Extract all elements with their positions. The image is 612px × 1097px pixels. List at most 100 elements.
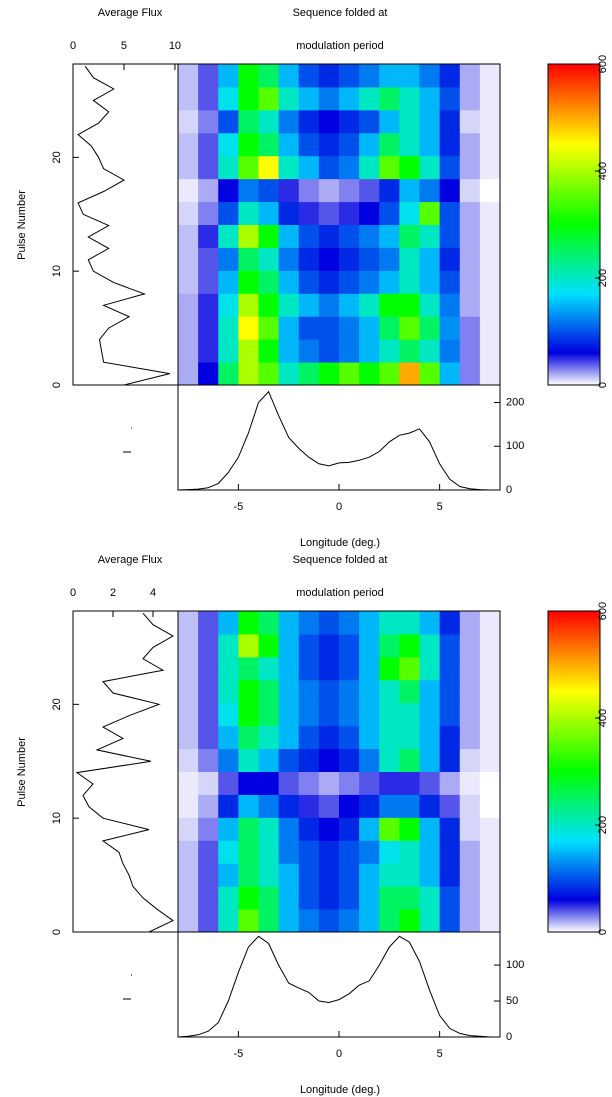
heat-cell: [379, 886, 400, 910]
heat-cell: [399, 817, 420, 841]
heat-cell: [439, 863, 461, 887]
heat-cell: [278, 339, 300, 363]
heat-cell: [439, 155, 461, 180]
x-tick-label: 0: [70, 40, 76, 52]
heat-cell: [198, 247, 219, 271]
heat-cell: [238, 909, 259, 933]
heat-cell: [419, 748, 441, 772]
heat-cell: [318, 247, 340, 271]
heat-cell: [238, 748, 259, 772]
y-axis-label: Pulse Number: [16, 190, 28, 260]
heat-cell: [278, 362, 300, 386]
heat-cell: [359, 679, 380, 704]
heat-cell: [459, 886, 481, 910]
heat-cell: [298, 64, 320, 88]
heat-cell: [359, 132, 380, 157]
axes-frame: [72, 610, 179, 933]
heat-cell: [218, 109, 239, 134]
heat-cell: [479, 633, 501, 658]
heat-cell: [298, 201, 320, 225]
heat-cell: [178, 270, 199, 294]
heat-cell: [419, 679, 441, 704]
heat-cell: [479, 611, 501, 635]
heat-cell: [419, 86, 441, 111]
heat-cell: [439, 817, 461, 841]
heat-cell: [218, 656, 239, 681]
heat-cell: [258, 794, 280, 818]
heat-cell: [298, 840, 320, 864]
heat-cell: [238, 817, 259, 841]
heat-cell: [298, 247, 320, 271]
heat-cell: [399, 109, 420, 134]
heat-cell: [359, 840, 380, 864]
heat-cell: [258, 863, 280, 887]
heat-cell: [459, 201, 481, 225]
heat-cell: [359, 611, 380, 635]
heat-cell: [359, 293, 380, 317]
heat-cell: [218, 339, 239, 363]
heat-cell: [278, 840, 300, 864]
heat-cell: [339, 794, 360, 818]
heat-cell: [258, 64, 280, 88]
heat-cell: [238, 109, 259, 134]
heat-cell: [198, 339, 219, 363]
heat-cell: [258, 679, 280, 704]
heat-cell: [479, 86, 501, 111]
heat-cell: [399, 132, 420, 157]
heat-cell: [318, 748, 340, 772]
heat-cell: [439, 679, 461, 704]
heat-cell: [318, 909, 340, 933]
axes-frame: [177, 63, 501, 386]
heat-cell: [238, 702, 259, 727]
heat-cell: [198, 178, 219, 203]
heat-cell: [178, 656, 199, 681]
heat-cell: [359, 771, 380, 795]
heat-cell: [258, 86, 280, 111]
heat-cell: [198, 817, 219, 841]
y-tick-label: 0: [506, 1031, 512, 1043]
heat-cell: [278, 794, 300, 818]
heat-cell: [459, 656, 481, 681]
heat-cell: [399, 863, 420, 887]
heat-cell: [278, 109, 300, 134]
heat-cell: [198, 155, 219, 180]
heat-cell: [479, 702, 501, 727]
heat-cell: [399, 909, 420, 933]
heat-cell: [258, 840, 280, 864]
heat-cell: [379, 362, 400, 386]
heat-cell: [359, 725, 380, 750]
heat-cell: [278, 224, 300, 248]
heat-cell: [379, 247, 400, 271]
heat-cell: [318, 339, 340, 363]
heat-cell: [339, 362, 360, 386]
heat-cell: [178, 771, 199, 795]
heat-cell: [399, 794, 420, 818]
heat-cell: [399, 702, 420, 727]
heat-cell: [359, 201, 380, 225]
heat-cell: [218, 633, 239, 658]
heat-cell: [419, 817, 441, 841]
heat-cell: [298, 702, 320, 727]
heat-cell: [419, 840, 441, 864]
heat-cell: [419, 702, 441, 727]
heat-cell: [218, 270, 239, 294]
heat-cell: [318, 316, 340, 340]
heat-cell: [218, 64, 239, 88]
heat-cell: [238, 86, 259, 111]
heat-cell: [318, 794, 340, 818]
heat-cell: [278, 817, 300, 841]
heat-cell: [258, 293, 280, 317]
heat-cell: [298, 224, 320, 248]
heat-cell: [479, 155, 501, 180]
heat-cell: [479, 293, 501, 317]
heat-cell: [258, 339, 280, 363]
heat-cell: [298, 771, 320, 795]
heat-cell: [198, 794, 219, 818]
heat-cell: [439, 633, 461, 658]
heat-cell: [278, 611, 300, 635]
heat-cell: [419, 771, 441, 795]
heat-cell: [218, 316, 239, 340]
heat-cell: [258, 270, 280, 294]
heat-cell: [238, 64, 259, 88]
heat-cell: [479, 247, 501, 271]
